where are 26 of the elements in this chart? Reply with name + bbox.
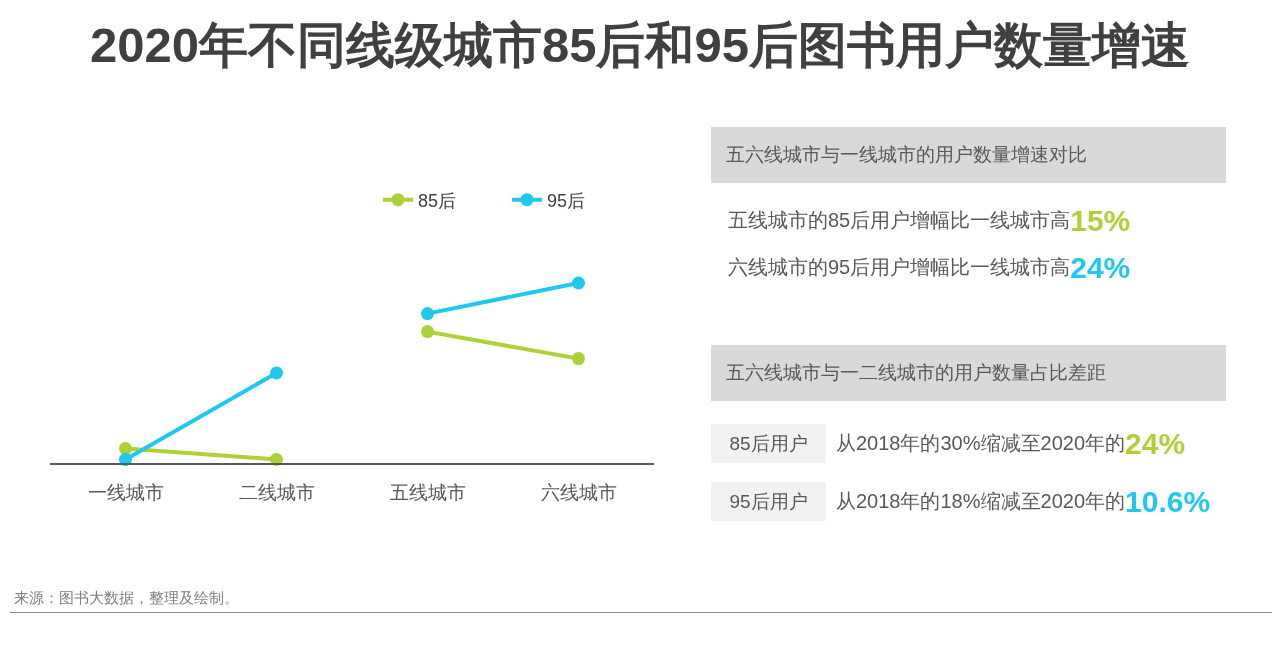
text: 15% (1070, 203, 1131, 237)
category-label: 从2018年的30%缩减至2020年的 (836, 431, 1126, 456)
category-label: 六线城市的95后用户增幅比一线城市高 (728, 255, 1071, 280)
point (572, 276, 585, 290)
text: 10.6% (1125, 484, 1211, 518)
point (270, 366, 283, 380)
legend-label: 85后 (418, 190, 457, 211)
category-label: 从2018年的18%缩减至2020年的 (836, 489, 1126, 514)
text: 95后用户 (711, 482, 826, 521)
x-tick-label: 五线城市 (389, 481, 466, 503)
point (572, 352, 585, 366)
text: 五六线城市与一二线城市的用户数量占比差距 (711, 345, 1226, 401)
category-label: 五线城市的85后用户增幅比一线城市高 (728, 208, 1071, 233)
source-note: 来源：图书大数据，整理及绘制。 (14, 589, 239, 606)
legend-label: 95后 (547, 190, 586, 211)
x-tick-label: 二线城市 (238, 481, 315, 503)
text: 五六线城市与一线城市的用户数量增速对比 (711, 127, 1226, 183)
text: 24% (1125, 426, 1186, 460)
text: 24% (1070, 250, 1131, 284)
chart-title: 2020年不同线级城市85后和95后图书用户数量增速 (89, 18, 1191, 73)
point (421, 325, 434, 339)
x-tick-label: 六线城市 (540, 481, 617, 503)
x-tick-label: 一线城市 (87, 481, 164, 503)
point (421, 307, 434, 321)
text: 85后用户 (711, 424, 826, 463)
point (119, 442, 132, 456)
